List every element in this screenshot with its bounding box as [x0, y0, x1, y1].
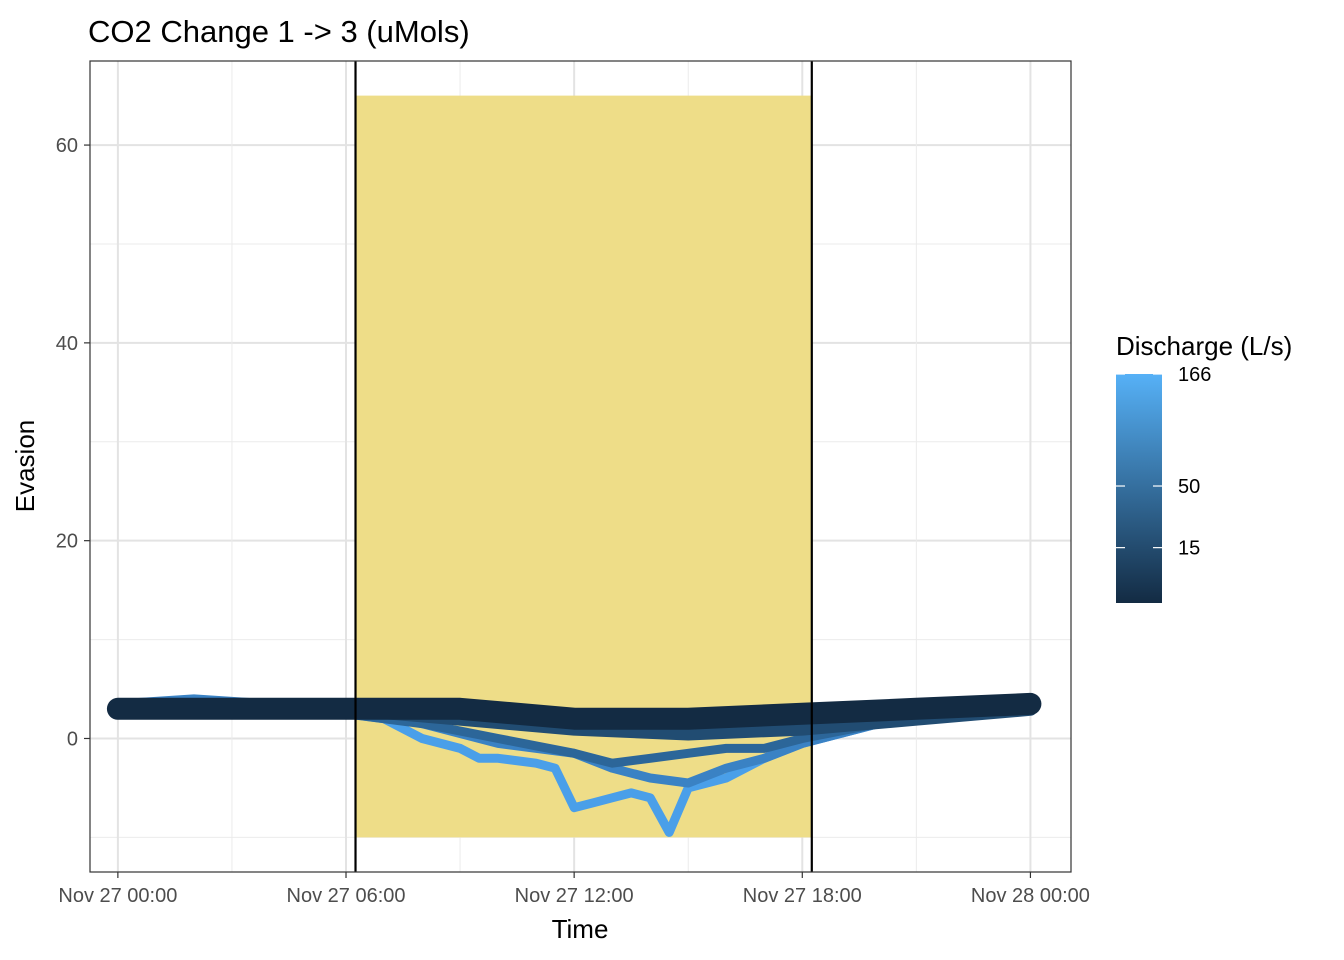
- vertical-lines: [354, 61, 813, 872]
- y-tick-label: 20: [56, 531, 78, 553]
- x-axis-label: Time: [552, 914, 609, 944]
- series-lines: [106, 692, 1042, 837]
- y-tick-label: 40: [56, 333, 78, 355]
- x-tick-label: Nov 28 00:00: [971, 885, 1090, 907]
- x-tick-label: Nov 27 12:00: [515, 885, 634, 907]
- legend-break-label: 15: [1178, 538, 1200, 560]
- x-tick-label: Nov 27 18:00: [743, 885, 862, 907]
- y-axis-label: Evasion: [10, 420, 40, 513]
- legend-colorbar: [1116, 374, 1162, 603]
- legend-breaks: 166 50 15: [1116, 364, 1211, 560]
- x-tick-label: Nov 27 00:00: [58, 885, 177, 907]
- chart-title: CO2 Change 1 -> 3 (uMols): [88, 14, 470, 49]
- series-line-5: [106, 692, 1042, 730]
- legend-title: Discharge (L/s): [1116, 331, 1292, 361]
- plot-border: [89, 60, 1072, 873]
- legend-break-label: 166: [1178, 364, 1211, 386]
- y-tick-label: 0: [67, 728, 78, 750]
- legend: Discharge (L/s) 166 50 15: [1116, 331, 1292, 603]
- y-tick-label: 60: [56, 135, 78, 157]
- x-axis-ticks: Nov 27 00:00 Nov 27 06:00 Nov 27 12:00 Nov …: [58, 872, 1090, 907]
- legend-break-label: 50: [1178, 476, 1200, 498]
- y-axis-ticks: 0 20 40 60: [56, 135, 90, 750]
- x-tick-label: Nov 27 06:00: [287, 885, 406, 907]
